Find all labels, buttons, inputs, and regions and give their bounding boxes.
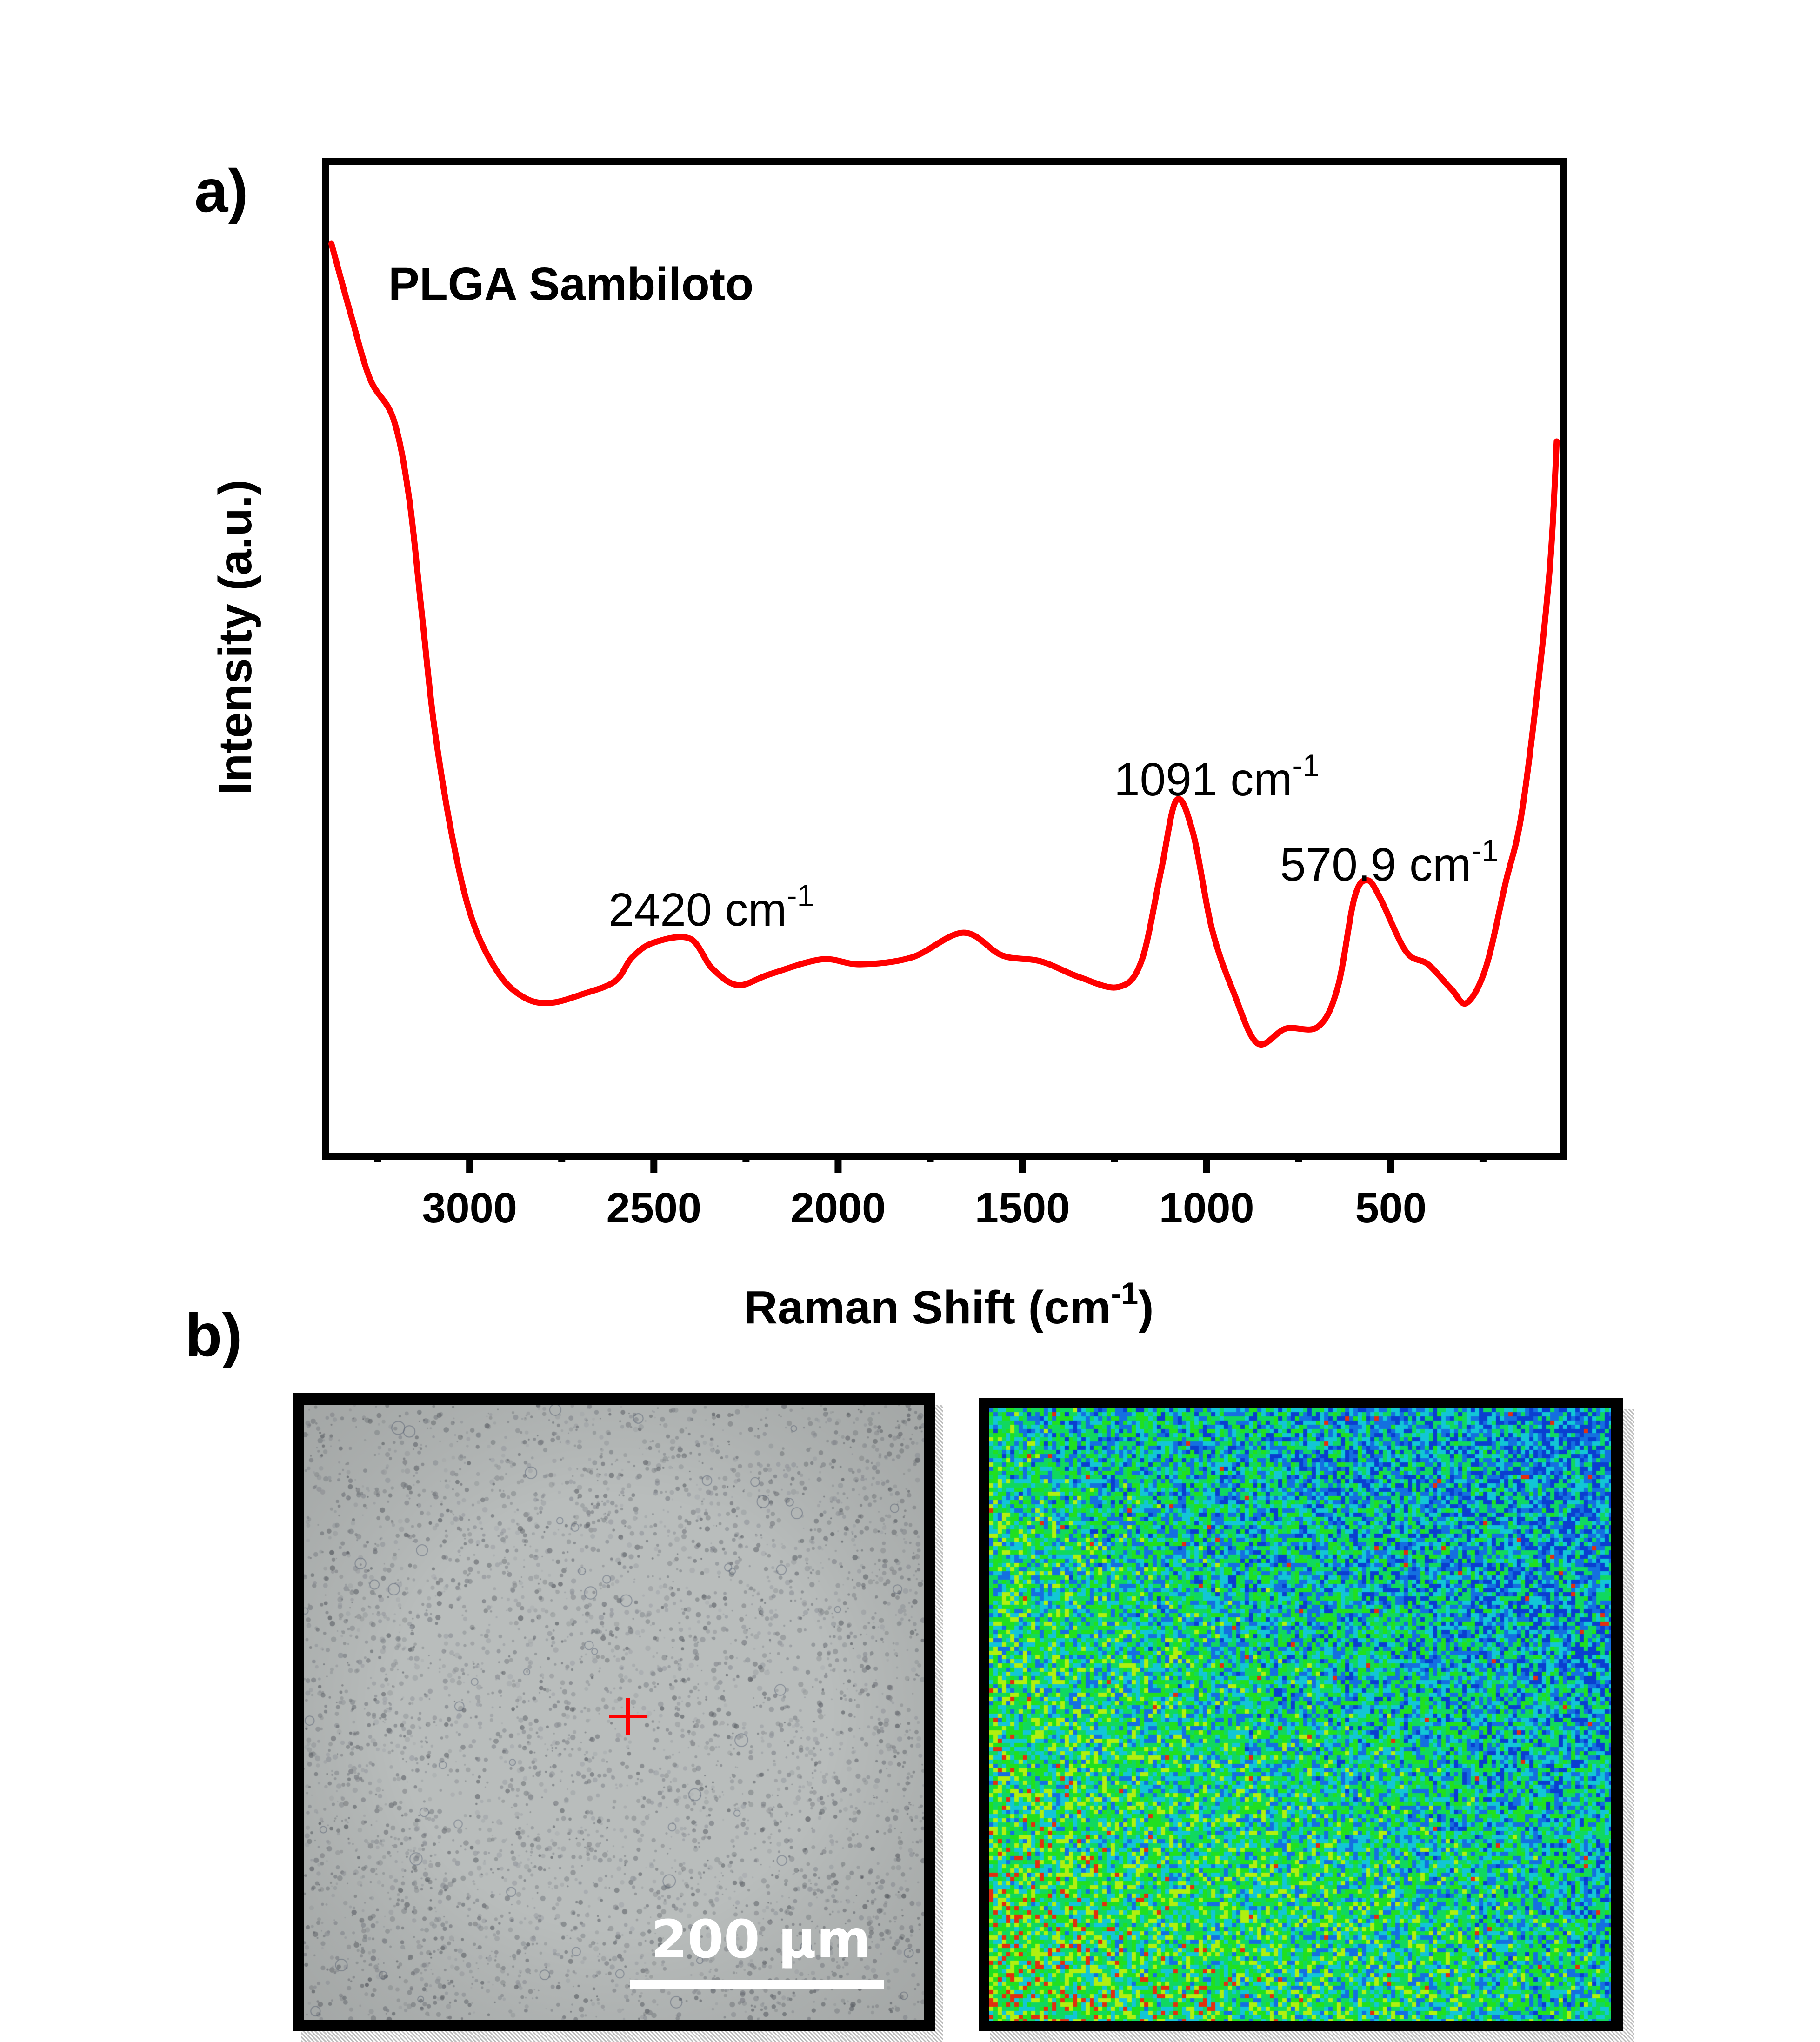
raman-map-image bbox=[989, 1408, 1611, 2021]
peak-annotation: 1091 cm-1 bbox=[1114, 748, 1320, 806]
plot-frame bbox=[322, 158, 1567, 1160]
panel-a-label: a) bbox=[194, 157, 248, 225]
x-tick-label: 2500 bbox=[606, 1184, 701, 1232]
plot-frame-group bbox=[322, 158, 1567, 1160]
x-tick-label: 2000 bbox=[791, 1184, 886, 1232]
peak-annotation-value: 570.9 cm bbox=[1280, 839, 1471, 891]
spectrum-line bbox=[328, 240, 1560, 1048]
x-ticks bbox=[374, 1156, 1487, 1173]
scale-bar bbox=[630, 1980, 884, 1989]
peak-annotation-value: 1091 cm bbox=[1114, 754, 1293, 806]
raman-map-frame bbox=[979, 1398, 1623, 2031]
peak-annotation-sup: -1 bbox=[1471, 833, 1499, 868]
x-axis-label: Raman Shift (cm-1) bbox=[744, 1276, 1153, 1334]
peak-annotation: 570.9 cm-1 bbox=[1280, 833, 1499, 891]
optical-image-frame: 200 μm bbox=[293, 1393, 935, 2031]
peak-annotation-value: 2420 cm bbox=[608, 884, 787, 936]
x-tick-labels: 3000 2500 2000 1500 1000 500 bbox=[422, 1184, 1427, 1232]
panel-b-label: b) bbox=[185, 1301, 242, 1369]
crosshair-vertical bbox=[626, 1698, 630, 1735]
scale-bar-label: 200 μm bbox=[651, 1909, 871, 1970]
x-axis-label-sup: -1 bbox=[1111, 1276, 1139, 1310]
series bbox=[328, 240, 1560, 1048]
x-axis-label-main: Raman Shift (cm bbox=[744, 1281, 1111, 1334]
x-axis-label-close: ) bbox=[1138, 1281, 1153, 1334]
x-tick-label: 1500 bbox=[975, 1184, 1070, 1232]
optical-microscope-image bbox=[304, 1405, 924, 2020]
peak-annotation-sup: -1 bbox=[787, 878, 814, 913]
x-tick-label: 3000 bbox=[422, 1184, 517, 1232]
x-tick-label: 1000 bbox=[1159, 1184, 1254, 1232]
crosshair-marker bbox=[609, 1698, 647, 1735]
x-tick-label: 500 bbox=[1355, 1184, 1427, 1232]
peak-annotation-sup: -1 bbox=[1293, 748, 1320, 782]
peak-annotation: 2420 cm-1 bbox=[608, 878, 814, 936]
y-axis-label: Intensity (a.u.) bbox=[209, 480, 261, 795]
sample-label: PLGA Sambiloto bbox=[388, 258, 753, 310]
